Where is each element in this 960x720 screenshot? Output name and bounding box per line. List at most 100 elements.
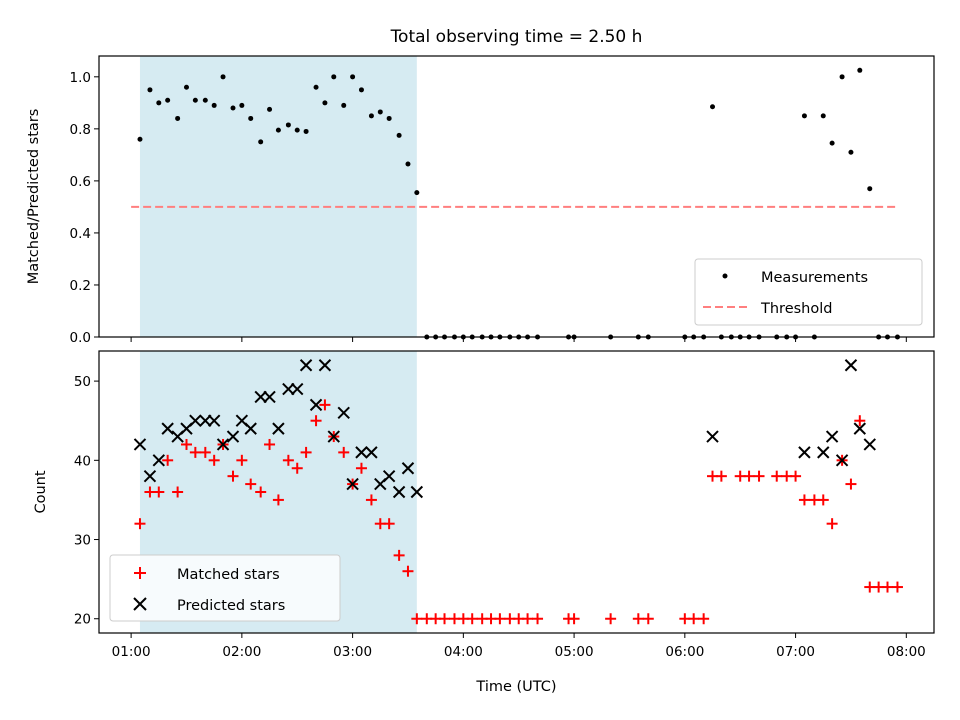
top-panel-frame [98, 55, 935, 338]
predicted-star-point [355, 446, 368, 459]
predicted-stars-series [133, 359, 876, 499]
top-observing-window-shade [139, 56, 417, 337]
measurement-point [230, 105, 236, 111]
measurement-point [377, 109, 383, 115]
measurement-point [358, 87, 364, 93]
measurement-point [414, 190, 420, 196]
measurement-point [165, 97, 171, 103]
legend-matched-label: Matched stars [177, 567, 280, 583]
predicted-star-point [318, 359, 332, 372]
measurement-point [202, 97, 208, 103]
measurement-point [867, 186, 873, 192]
matched-star-point [854, 415, 866, 427]
bottom-panel: 20 30 40 50 01:00 02:00 03:00 04:00 05:00 06:00 0… [33, 350, 935, 660]
matched-star-point [208, 454, 220, 466]
measurement-point [285, 122, 291, 128]
matched-star-point [688, 613, 700, 625]
measurement-point [386, 115, 392, 121]
matched-star-point [817, 494, 829, 506]
matched-star-point [568, 613, 580, 625]
matched-star-point [153, 486, 165, 498]
measurement-point [156, 100, 162, 106]
predicted-star-point [254, 390, 267, 404]
measurement-point [239, 102, 245, 108]
measurement-point [801, 113, 807, 119]
predicted-star-point [216, 438, 230, 451]
matched-star-point [891, 581, 903, 593]
measurement-point [220, 74, 226, 80]
legend-measurements-label: Measurements [761, 270, 868, 286]
measurement-point [322, 100, 328, 106]
measurement-point [137, 136, 143, 142]
y-tick-label: 0.6 [70, 174, 91, 190]
measurement-point [275, 127, 281, 133]
matched-star-point [466, 613, 478, 625]
predicted-star-point [706, 430, 719, 443]
predicted-star-point [189, 414, 202, 427]
measurement-point [820, 113, 826, 119]
measurement-point [313, 84, 319, 90]
predicted-star-point [382, 469, 396, 483]
y-tick-label: 40 [74, 453, 91, 469]
legend-matched-marker [134, 567, 146, 579]
y-tick-label: 30 [74, 533, 91, 549]
predicted-star-point [825, 430, 839, 443]
matched-star-point [845, 478, 857, 490]
y-tick-label: 0.0 [70, 330, 91, 346]
matched-star-point [245, 478, 257, 490]
matched-star-point [282, 454, 294, 466]
matched-stars-series [134, 399, 903, 625]
predicted-star-point [337, 406, 350, 419]
matched-star-point [881, 581, 893, 593]
measurement-point [839, 74, 845, 80]
predicted-star-point [244, 422, 257, 435]
matched-star-point [310, 415, 322, 427]
predicted-star-point [207, 414, 221, 427]
measurement-point [350, 74, 356, 80]
predicted-star-point [143, 469, 157, 483]
matched-star-point [402, 565, 414, 577]
predicted-star-point [410, 485, 424, 499]
predicted-star-point [282, 382, 295, 396]
bottom-panel-ylabel: Count [33, 470, 49, 513]
matched-star-point [272, 494, 284, 506]
x-tick-label: 04:00 [444, 644, 483, 660]
top-panel-ylabel: Matched/Predicted stars [26, 109, 42, 285]
matched-star-point [532, 613, 544, 625]
predicted-star-point [346, 477, 359, 491]
legend-measurements-marker [722, 273, 728, 279]
predicted-star-point [365, 446, 378, 459]
measurement-point [211, 102, 217, 108]
matched-star-point [743, 470, 755, 482]
predicted-star-point [272, 422, 285, 435]
predicted-star-point [133, 438, 147, 451]
measurement-point [710, 104, 716, 110]
y-tick-label: 20 [74, 612, 91, 628]
matched-star-point [227, 470, 239, 482]
matched-star-point [319, 399, 331, 411]
matched-star-point [698, 613, 710, 625]
x-tick-label: 06:00 [665, 644, 704, 660]
measurement-point [331, 74, 337, 80]
measurement-point [258, 139, 264, 145]
bottom-panel-frame [98, 350, 935, 634]
matched-star-point [605, 613, 617, 625]
y-tick-label: 50 [74, 374, 91, 390]
matched-star-point [338, 446, 350, 458]
matched-star-point [189, 446, 201, 458]
x-tick-label: 03:00 [333, 644, 372, 660]
matched-star-point [715, 470, 727, 482]
y-tick-label: 0.4 [70, 226, 91, 242]
x-tick-label: 05:00 [555, 644, 594, 660]
matched-star-point [771, 470, 783, 482]
matched-star-point [300, 446, 312, 458]
predicted-star-point [291, 382, 304, 396]
matched-star-point [172, 486, 184, 498]
matched-star-point [365, 494, 377, 506]
matched-star-point [134, 518, 146, 530]
legend-threshold-label: Threshold [760, 301, 832, 317]
bottom-legend: Matched stars Predicted stars [109, 554, 341, 622]
predicted-star-point [161, 422, 174, 435]
measurement-point [248, 115, 254, 121]
